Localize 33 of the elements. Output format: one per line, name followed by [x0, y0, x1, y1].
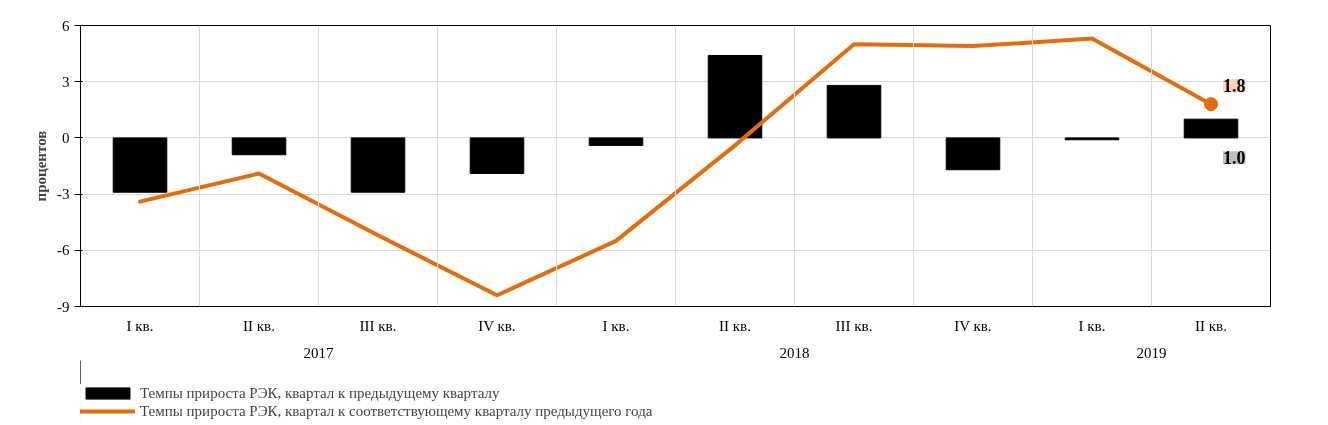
- bar: [350, 137, 406, 193]
- category-label: II кв.: [719, 317, 751, 334]
- bar: [112, 137, 168, 193]
- category-label: IV кв.: [478, 317, 516, 334]
- category-label: I кв.: [602, 317, 630, 334]
- category-label: 2018: [779, 344, 810, 361]
- bar: [469, 137, 525, 174]
- y-tick-label: 3: [62, 73, 70, 90]
- category-label: II кв.: [243, 317, 275, 334]
- bar: [945, 137, 1001, 171]
- data-label: 1.8: [1223, 76, 1246, 97]
- y-tick-label: 6: [62, 17, 70, 34]
- category-label: III кв.: [835, 317, 873, 334]
- bar: [231, 137, 287, 156]
- category-label: III кв.: [359, 317, 397, 334]
- y-tick-label: -9: [57, 298, 70, 315]
- category-label: I кв.: [1078, 317, 1106, 334]
- y-axis-title: процентов: [33, 130, 49, 202]
- y-tick-label: -6: [57, 242, 70, 259]
- legend-label: Темпы прироста РЭК, квартал к предыдущему кварталу: [140, 384, 500, 402]
- legend-label: Темпы прироста РЭК, квартал к соответствующему кварталу предыдущего года: [140, 402, 653, 420]
- bar: [707, 54, 763, 139]
- bar: [826, 84, 882, 139]
- bar: [1183, 118, 1239, 139]
- bar: [588, 137, 644, 146]
- category-label: I кв.: [126, 317, 154, 334]
- y-tick-label: -3: [57, 186, 70, 203]
- data-label: 1.0: [1223, 148, 1246, 169]
- category-label: 2017: [303, 344, 334, 361]
- category-label: II кв.: [1195, 317, 1227, 334]
- category-label: 2019: [1136, 344, 1167, 361]
- category-label: IV кв.: [954, 317, 992, 334]
- y-tick-label: 0: [62, 129, 70, 146]
